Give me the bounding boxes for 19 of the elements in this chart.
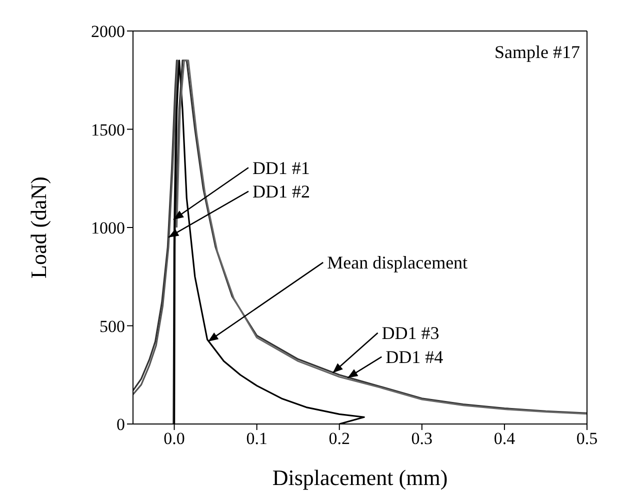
annotation: DD1 #4 [386,346,444,367]
y-tick-label: 2000 [91,22,125,42]
x-axis-title: Displacement (mm) [272,465,448,490]
annotation: Sample #17 [494,42,580,63]
x-tick-label: 0.2 [328,429,350,448]
annotation: Mean displacement [327,252,468,273]
annotation: DD1 #1 [252,158,310,178]
y-tick-label: 1000 [91,218,125,238]
y-tick-label: 500 [100,316,125,336]
annotation: DD1 #2 [252,181,310,202]
x-tick-label: 0.5 [576,429,598,448]
x-tick-label: 0.0 [164,429,185,448]
x-tick-label: 0.4 [494,429,516,448]
x-tick-label: 0.3 [411,429,433,448]
x-tick-label: 0.1 [246,429,268,448]
y-axis-title: Load (daN) [26,176,51,279]
y-tick-label: 0 [116,415,125,434]
y-tick-label: 1500 [91,120,125,140]
annotation: DD1 #3 [382,323,440,344]
